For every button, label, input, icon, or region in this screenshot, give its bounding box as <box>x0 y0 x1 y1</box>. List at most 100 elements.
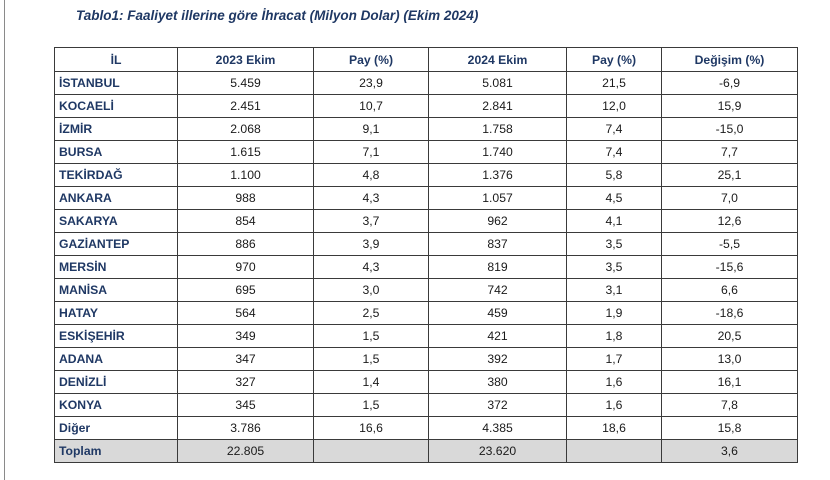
cell-pay-2024: 1,7 <box>566 347 662 371</box>
cell-2023-ekim: 22.805 <box>177 439 314 463</box>
table-row: İSTANBUL 5.459 23,9 5.081 21,5 -6,9 <box>54 71 798 95</box>
cell-pay-2024: 18,6 <box>566 416 662 440</box>
cell-pay-2024: 4,5 <box>566 186 662 210</box>
cell-pay-2024: 1,8 <box>566 324 662 348</box>
cell-il: MERSİN <box>54 255 178 279</box>
cell-pay-2024: 1,9 <box>566 301 662 325</box>
cell-2024-ekim: 2.841 <box>428 94 567 118</box>
cell-pay-2024: 7,4 <box>566 117 662 141</box>
cell-2024-ekim: 459 <box>428 301 567 325</box>
cell-2024-ekim: 380 <box>428 370 567 394</box>
cell-2023-ekim: 349 <box>177 324 314 348</box>
cell-2023-ekim: 5.459 <box>177 71 314 95</box>
cell-il: HATAY <box>54 301 178 325</box>
cell-pay-2023: 4,3 <box>313 186 429 210</box>
cell-2023-ekim: 970 <box>177 255 314 279</box>
cell-pay-2023: 2,5 <box>313 301 429 325</box>
cell-il: GAZİANTEP <box>54 232 178 256</box>
cell-pay-2023: 4,8 <box>313 163 429 187</box>
header-pay-2024: Pay (%) <box>566 47 662 72</box>
cell-2024-ekim: 4.385 <box>428 416 567 440</box>
cell-il: Toplam <box>54 439 178 463</box>
cell-pay-2024: 4,1 <box>566 209 662 233</box>
table-row: Diğer 3.786 16,6 4.385 18,6 15,8 <box>54 416 798 440</box>
cell-degisim: 16,1 <box>661 370 798 394</box>
cell-degisim: 25,1 <box>661 163 798 187</box>
cell-2023-ekim: 345 <box>177 393 314 417</box>
table-row: TEKİRDAĞ 1.100 4,8 1.376 5,8 25,1 <box>54 163 798 187</box>
cell-2023-ekim: 695 <box>177 278 314 302</box>
cell-pay-2024: 3,1 <box>566 278 662 302</box>
cell-2023-ekim: 2.451 <box>177 94 314 118</box>
table-row: ANKARA 988 4,3 1.057 4,5 7,0 <box>54 186 798 210</box>
cell-2024-ekim: 742 <box>428 278 567 302</box>
cell-degisim: -6,9 <box>661 71 798 95</box>
cell-pay-2024 <box>566 439 662 463</box>
cell-il: İSTANBUL <box>54 71 178 95</box>
cell-2023-ekim: 854 <box>177 209 314 233</box>
table-row: BURSA 1.615 7,1 1.740 7,4 7,7 <box>54 140 798 164</box>
table-row: GAZİANTEP 886 3,9 837 3,5 -5,5 <box>54 232 798 256</box>
cell-2023-ekim: 1.100 <box>177 163 314 187</box>
table-row: MERSİN 970 4,3 819 3,5 -15,6 <box>54 255 798 279</box>
table-row: DENİZLİ 327 1,4 380 1,6 16,1 <box>54 370 798 394</box>
cell-pay-2024: 7,4 <box>566 140 662 164</box>
table-row: MANİSA 695 3,0 742 3,1 6,6 <box>54 278 798 302</box>
cell-pay-2023: 4,3 <box>313 255 429 279</box>
table-title: Tablo1: Faaliyet illerine göre İhracat (… <box>76 8 479 23</box>
cell-pay-2023: 1,5 <box>313 324 429 348</box>
table-row: SAKARYA 854 3,7 962 4,1 12,6 <box>54 209 798 233</box>
cell-pay-2024: 12,0 <box>566 94 662 118</box>
cell-pay-2023: 7,1 <box>313 140 429 164</box>
cell-degisim: -15,6 <box>661 255 798 279</box>
cell-il: TEKİRDAĞ <box>54 163 178 187</box>
cell-2024-ekim: 23.620 <box>428 439 567 463</box>
cell-il: ANKARA <box>54 186 178 210</box>
cell-pay-2023: 23,9 <box>313 71 429 95</box>
cell-degisim: 7,8 <box>661 393 798 417</box>
cell-2024-ekim: 5.081 <box>428 71 567 95</box>
cell-2024-ekim: 1.057 <box>428 186 567 210</box>
cell-2024-ekim: 819 <box>428 255 567 279</box>
table-row: HATAY 564 2,5 459 1,9 -18,6 <box>54 301 798 325</box>
cell-pay-2023: 3,9 <box>313 232 429 256</box>
cell-degisim: 20,5 <box>661 324 798 348</box>
cell-il: Diğer <box>54 416 178 440</box>
cell-pay-2023: 16,6 <box>313 416 429 440</box>
header-2023-ekim: 2023 Ekim <box>177 47 314 72</box>
cell-2024-ekim: 421 <box>428 324 567 348</box>
header-pay-2023: Pay (%) <box>313 47 429 72</box>
cell-2023-ekim: 1.615 <box>177 140 314 164</box>
cell-pay-2023: 3,7 <box>313 209 429 233</box>
cell-degisim: 15,9 <box>661 94 798 118</box>
cell-pay-2023 <box>313 439 429 463</box>
header-il: İL <box>54 47 178 72</box>
cell-pay-2024: 5,8 <box>566 163 662 187</box>
cell-il: KONYA <box>54 393 178 417</box>
cell-pay-2024: 21,5 <box>566 71 662 95</box>
cell-pay-2023: 10,7 <box>313 94 429 118</box>
export-table: İL 2023 Ekim Pay (%) 2024 Ekim Pay (%) D… <box>54 47 798 463</box>
cell-degisim: 7,0 <box>661 186 798 210</box>
cell-pay-2024: 3,5 <box>566 255 662 279</box>
cell-2023-ekim: 3.786 <box>177 416 314 440</box>
cell-2024-ekim: 1.740 <box>428 140 567 164</box>
cell-il: SAKARYA <box>54 209 178 233</box>
cell-il: ADANA <box>54 347 178 371</box>
table-row: ADANA 347 1,5 392 1,7 13,0 <box>54 347 798 371</box>
cell-degisim: -18,6 <box>661 301 798 325</box>
cell-pay-2023: 3,0 <box>313 278 429 302</box>
cell-pay-2023: 1,5 <box>313 393 429 417</box>
cell-2024-ekim: 372 <box>428 393 567 417</box>
cell-degisim: -5,5 <box>661 232 798 256</box>
cell-2023-ekim: 2.068 <box>177 117 314 141</box>
cell-2024-ekim: 392 <box>428 347 567 371</box>
cell-degisim: 6,6 <box>661 278 798 302</box>
cell-il: İZMİR <box>54 117 178 141</box>
cell-pay-2023: 1,4 <box>313 370 429 394</box>
table-row: İZMİR 2.068 9,1 1.758 7,4 -15,0 <box>54 117 798 141</box>
cell-2023-ekim: 327 <box>177 370 314 394</box>
cell-2023-ekim: 347 <box>177 347 314 371</box>
cell-degisim: -15,0 <box>661 117 798 141</box>
cell-2024-ekim: 1.376 <box>428 163 567 187</box>
